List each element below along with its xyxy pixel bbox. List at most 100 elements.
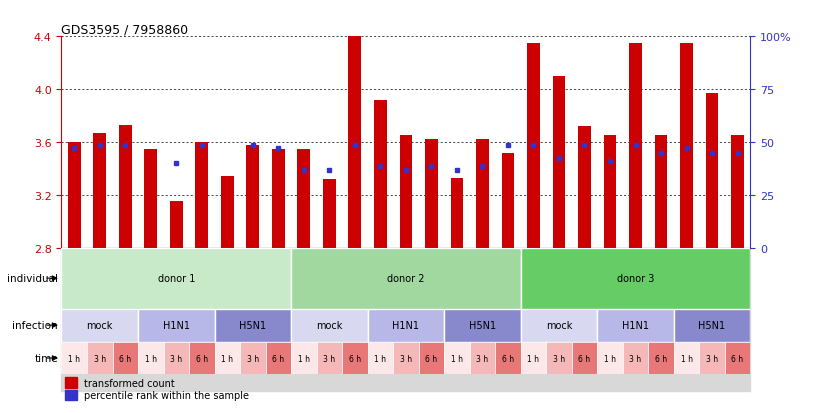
Text: 1 h: 1 h xyxy=(527,354,539,363)
Text: H1N1: H1N1 xyxy=(392,320,419,330)
Bar xyxy=(705,94,717,248)
Bar xyxy=(673,342,699,375)
Text: 1 h: 1 h xyxy=(297,354,310,363)
Text: H1N1: H1N1 xyxy=(622,320,648,330)
Bar xyxy=(392,342,419,375)
Bar xyxy=(215,309,291,342)
Bar xyxy=(520,309,596,342)
Bar xyxy=(61,342,87,375)
Bar xyxy=(93,133,106,248)
Text: 1 h: 1 h xyxy=(604,354,615,363)
Text: 6 h: 6 h xyxy=(501,354,514,363)
Text: 3 h: 3 h xyxy=(705,354,717,363)
Text: 3 h: 3 h xyxy=(323,354,335,363)
Text: 6 h: 6 h xyxy=(119,354,131,363)
Text: donor 3: donor 3 xyxy=(616,273,654,283)
Bar xyxy=(501,153,514,248)
Bar xyxy=(495,342,520,375)
Text: 6 h: 6 h xyxy=(731,354,743,363)
Bar xyxy=(679,44,692,248)
Bar xyxy=(61,248,291,309)
Bar xyxy=(68,142,80,248)
Text: individual: individual xyxy=(7,273,58,283)
Text: mock: mock xyxy=(87,320,113,330)
Bar xyxy=(297,149,310,248)
Bar xyxy=(603,136,616,248)
Bar xyxy=(399,136,412,248)
Bar xyxy=(189,342,215,375)
Bar xyxy=(61,248,749,392)
Bar xyxy=(367,309,444,342)
Text: mock: mock xyxy=(545,320,572,330)
Text: 3 h: 3 h xyxy=(247,354,259,363)
Text: 3 h: 3 h xyxy=(476,354,488,363)
Bar xyxy=(163,342,189,375)
Bar xyxy=(61,309,138,342)
Bar xyxy=(476,140,488,248)
Text: 1 h: 1 h xyxy=(145,354,156,363)
Bar xyxy=(220,177,233,248)
Bar xyxy=(112,342,138,375)
Bar xyxy=(596,309,673,342)
Text: H5N1: H5N1 xyxy=(468,320,495,330)
Bar xyxy=(545,342,571,375)
Bar xyxy=(144,149,157,248)
Bar xyxy=(265,342,291,375)
Bar xyxy=(527,44,539,248)
Bar xyxy=(215,342,240,375)
Bar xyxy=(520,248,749,309)
Text: transformed count: transformed count xyxy=(84,378,174,388)
Text: 6 h: 6 h xyxy=(348,354,360,363)
Text: time: time xyxy=(34,353,58,363)
Text: H5N1: H5N1 xyxy=(698,320,725,330)
Bar xyxy=(170,202,183,248)
Bar xyxy=(444,342,469,375)
Bar xyxy=(272,149,284,248)
Bar xyxy=(628,44,641,248)
Bar xyxy=(138,309,215,342)
Text: 3 h: 3 h xyxy=(552,354,564,363)
Bar xyxy=(65,377,77,388)
Bar xyxy=(247,145,259,248)
Bar xyxy=(424,140,437,248)
Bar xyxy=(520,342,545,375)
Text: donor 2: donor 2 xyxy=(387,273,424,283)
Text: 6 h: 6 h xyxy=(577,354,590,363)
Bar xyxy=(323,180,335,248)
Bar xyxy=(469,342,495,375)
Bar xyxy=(673,309,749,342)
Bar xyxy=(724,342,749,375)
Text: infection: infection xyxy=(12,320,58,330)
Bar xyxy=(731,136,743,248)
Bar xyxy=(577,127,590,248)
Text: H1N1: H1N1 xyxy=(163,320,189,330)
Bar xyxy=(240,342,265,375)
Bar xyxy=(552,77,564,248)
Text: 3 h: 3 h xyxy=(170,354,182,363)
Text: H5N1: H5N1 xyxy=(239,320,266,330)
Text: 6 h: 6 h xyxy=(272,354,284,363)
Bar xyxy=(419,342,444,375)
Bar xyxy=(654,136,667,248)
Text: GDS3595 / 7958860: GDS3595 / 7958860 xyxy=(61,23,188,36)
Bar xyxy=(367,342,392,375)
Bar xyxy=(622,342,648,375)
Text: 3 h: 3 h xyxy=(93,354,106,363)
Text: 1 h: 1 h xyxy=(680,354,692,363)
Bar xyxy=(195,142,208,248)
Bar xyxy=(699,342,724,375)
Bar xyxy=(342,342,367,375)
Text: 1 h: 1 h xyxy=(221,354,233,363)
Text: 6 h: 6 h xyxy=(196,354,208,363)
Bar xyxy=(450,178,463,248)
Text: 1 h: 1 h xyxy=(68,354,80,363)
Text: percentile rank within the sample: percentile rank within the sample xyxy=(84,390,248,400)
Bar xyxy=(444,309,520,342)
Text: 6 h: 6 h xyxy=(654,354,667,363)
Text: 1 h: 1 h xyxy=(450,354,463,363)
Text: donor 1: donor 1 xyxy=(157,273,195,283)
Bar xyxy=(291,342,316,375)
Text: 3 h: 3 h xyxy=(629,354,640,363)
Text: mock: mock xyxy=(316,320,342,330)
Bar xyxy=(138,342,163,375)
